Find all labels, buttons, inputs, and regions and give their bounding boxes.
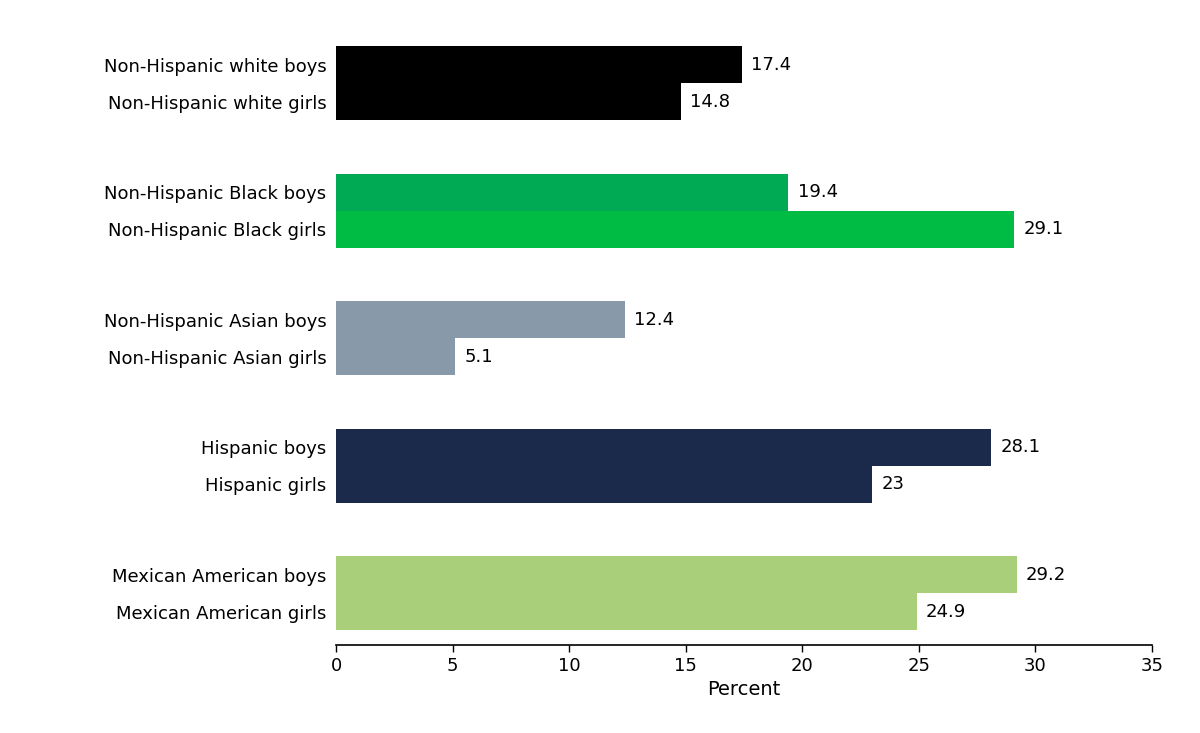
- Bar: [336, 211, 1014, 248]
- Bar: [336, 301, 625, 339]
- Text: 29.2: 29.2: [1026, 566, 1067, 584]
- Bar: [336, 429, 991, 466]
- Text: 24.9: 24.9: [926, 603, 966, 621]
- Bar: [336, 594, 917, 630]
- Bar: [336, 339, 455, 375]
- X-axis label: Percent: Percent: [707, 680, 781, 699]
- Text: 17.4: 17.4: [751, 56, 791, 74]
- Text: 12.4: 12.4: [635, 311, 674, 329]
- Bar: [336, 46, 742, 84]
- Text: 5.1: 5.1: [464, 348, 493, 366]
- Text: 29.1: 29.1: [1024, 221, 1064, 238]
- Bar: [336, 84, 682, 120]
- Text: 19.4: 19.4: [798, 183, 838, 202]
- Bar: [336, 466, 872, 503]
- Text: 28.1: 28.1: [1001, 438, 1040, 457]
- Bar: [336, 556, 1016, 594]
- Text: 14.8: 14.8: [690, 93, 731, 111]
- Text: 23: 23: [882, 476, 905, 493]
- Bar: [336, 174, 788, 211]
